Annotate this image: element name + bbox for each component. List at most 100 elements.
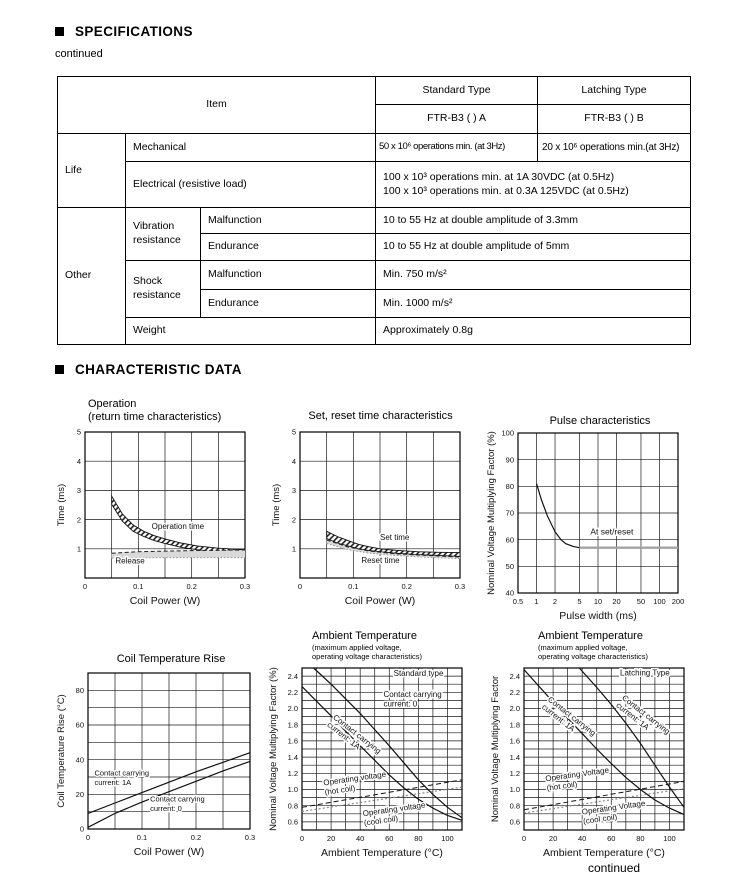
header-latching-model: FTR-B3 ( ) B xyxy=(537,104,692,134)
characteristic-data-section-header: CHARACTERISTIC DATA xyxy=(55,362,242,377)
x-axis-label: Coil Power (W) xyxy=(134,846,205,858)
y-tick-label: 0.6 xyxy=(288,818,298,827)
release-band-lower xyxy=(111,557,245,559)
square-bullet-icon xyxy=(55,27,64,36)
max-voltage-current-0 xyxy=(313,667,463,819)
y-axis-label: Nominal Voltage Multiplying Factor xyxy=(490,676,501,822)
x-tick-label: 20 xyxy=(549,834,557,843)
chart-ambient-temperature-standard: Ambient Temperature (maximum applied vol… xyxy=(268,630,486,878)
x-tick-label: 0.3 xyxy=(245,833,255,842)
x-tick-label: 2 xyxy=(553,597,557,606)
reset-time-band xyxy=(326,540,460,559)
y-axis-label: Coil Temperature Rise (°C) xyxy=(56,694,67,807)
x-tick-label: 0.1 xyxy=(137,833,147,842)
x-axis-label: Ambient Temperature (°C) xyxy=(543,847,665,859)
y-tick-label: 0.8 xyxy=(510,801,520,810)
chart-annotation: Release xyxy=(114,555,147,567)
annotation-text: Operating Voltage xyxy=(545,765,610,783)
y-axis-label: Time (ms) xyxy=(56,484,67,526)
annotation-text: Release xyxy=(115,556,145,565)
shock-malfunction-label: Malfunction xyxy=(199,260,377,290)
chart-annotation: Operation time xyxy=(150,520,206,532)
annotation-text: current: 0 xyxy=(150,804,182,813)
y-tick-label: 5 xyxy=(292,428,296,437)
x-tick-label: 10 xyxy=(594,597,602,606)
y-tick-label: 2.0 xyxy=(288,704,298,713)
chart-subtitle-line2: operating voltage characteristics) xyxy=(312,652,423,661)
x-tick-label: 0.3 xyxy=(455,582,465,591)
x-tick-label: 0.1 xyxy=(133,582,143,591)
x-tick-label: 0.5 xyxy=(513,597,523,606)
shock-endurance-label: Endurance xyxy=(199,289,377,318)
y-tick-label: 90 xyxy=(506,455,514,464)
continued-note-bottom: continued xyxy=(588,861,641,875)
x-tick-label: 0.1 xyxy=(348,582,358,591)
x-tick-label: 60 xyxy=(607,834,615,843)
chart-title-line2: (return time characteristics) xyxy=(88,411,222,423)
vibration-malfunction-label: Malfunction xyxy=(199,207,377,234)
y-tick-label: 1 xyxy=(292,545,296,554)
row-label-shock: Shock resistance xyxy=(125,260,201,318)
y-tick-label: 60 xyxy=(76,721,84,730)
max-voltage-right-1a xyxy=(578,667,685,808)
max-voltage-current-1a xyxy=(301,686,463,821)
y-tick-label: 80 xyxy=(506,482,514,491)
x-tick-label: 0 xyxy=(83,582,87,591)
header-latching-type: Latching Type xyxy=(537,76,692,105)
row-label-vibration: Vibration resistance xyxy=(125,207,201,261)
chart-title: Operation xyxy=(88,398,137,410)
row-label-mechanical: Mechanical xyxy=(124,133,377,162)
x-axis-label: Pulse width (ms) xyxy=(559,610,637,622)
pulse-curve xyxy=(535,483,580,549)
x-tick-label: 0 xyxy=(86,833,90,842)
chart-pulse-characteristics: Pulse characteristics 0.5 1 2 5 10 20 50 100 200… xyxy=(486,400,716,638)
annotation-text: Standard type xyxy=(394,669,444,678)
chart-set-reset-time: Set, reset time characteristics 0 0.1 0.2 0… xyxy=(270,404,488,628)
weight-value: Approximately 0.8g xyxy=(375,317,692,345)
y-tick-label: 2.4 xyxy=(288,672,298,681)
chart-annotation: Reset time xyxy=(360,554,402,566)
x-tick-label: 100 xyxy=(441,834,454,843)
specifications-section-header: SPECIFICATIONS xyxy=(55,24,193,39)
y-tick-label: 70 xyxy=(506,509,514,518)
x-tick-label: 40 xyxy=(356,834,364,843)
x-tick-label: 0.2 xyxy=(186,582,196,591)
y-tick-label: 2.2 xyxy=(510,688,520,697)
y-tick-label: 0.6 xyxy=(510,818,520,827)
set-time-band xyxy=(326,530,461,557)
shock-endurance-value: Min. 1000 m/s² xyxy=(375,289,692,318)
ambient-latching-chart-canvas: 0 20 40 60 80 100 0.6 0.8 1.0 1.2 1.4 1.6 1.8 2.0 2.2 2… xyxy=(490,667,685,859)
y-tick-label: 3 xyxy=(77,486,81,495)
x-tick-label: 0 xyxy=(522,834,526,843)
y-tick-label: 2 xyxy=(77,515,81,524)
annotation-text: Contact carrying xyxy=(150,794,205,803)
set-reset-plot: 0 0.1 0.2 0.3 1 2 3 4 5 Coil Power (W) Time (ms) xyxy=(271,428,465,607)
pulse-plot: 0.5 1 2 5 10 20 50 100 200 40 50 60 70 80 90 100 Pulse w… xyxy=(486,429,684,622)
y-tick-label: 5 xyxy=(77,428,81,437)
y-tick-label: 1.6 xyxy=(288,737,298,746)
x-tick-label: 20 xyxy=(612,597,620,606)
chart-title-block: Ambient Temperature (maximum applied vol… xyxy=(538,630,648,661)
y-axis-label: Nominal Voltage Multiplying Factor (%) xyxy=(486,431,497,595)
y-tick-label: 0 xyxy=(80,825,84,834)
chart-operation-return-time: Operation (return time characteristics) … xyxy=(55,398,273,628)
x-tick-label: 1 xyxy=(534,597,538,606)
y-tick-label: 1.4 xyxy=(510,753,520,762)
y-axis-label: Nominal Voltage Multiplying Factor (%) xyxy=(268,667,279,831)
annotation-text: Contact carrying xyxy=(94,768,149,777)
y-tick-label: 80 xyxy=(76,686,84,695)
chart-title: Ambient Temperature xyxy=(538,630,643,642)
chart-ambient-temperature-latching: Ambient Temperature (maximum applied vol… xyxy=(490,630,716,878)
chart-title: Coil Temperature Rise xyxy=(116,653,226,665)
x-tick-label: 20 xyxy=(327,834,335,843)
chart-annotation: Operating Voltage(hot coil) xyxy=(543,764,611,794)
annotation-text: Latching Type xyxy=(620,668,670,677)
annotation-text: Operation time xyxy=(152,522,205,531)
chart-title: Ambient Temperature xyxy=(312,630,417,642)
row-group-other: Other xyxy=(57,207,126,345)
annotation-text: Reset time xyxy=(361,556,400,565)
annotation-text: Contact carrying xyxy=(383,690,441,699)
